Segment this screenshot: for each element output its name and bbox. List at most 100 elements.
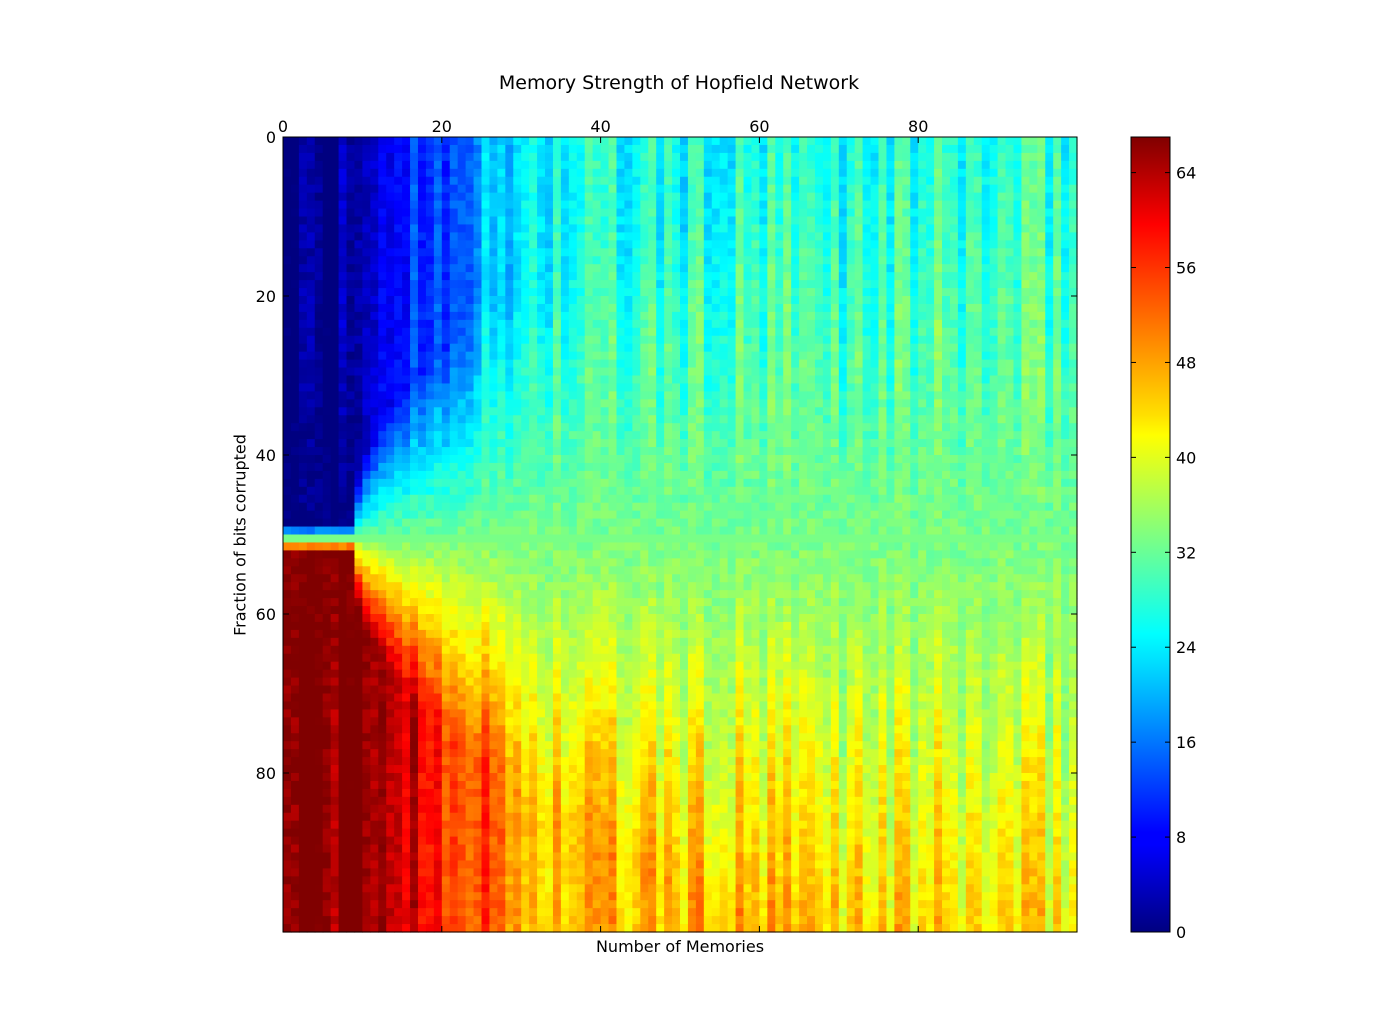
heatmap-cell xyxy=(998,320,1007,329)
heatmap-cell xyxy=(807,503,816,512)
heatmap-cell xyxy=(323,463,332,472)
heatmap-cell xyxy=(545,240,554,249)
heatmap-cell xyxy=(1061,368,1070,377)
heatmap-cell xyxy=(521,177,530,186)
heatmap-cell xyxy=(1006,137,1015,146)
heatmap-cell xyxy=(751,312,760,321)
heatmap-cell xyxy=(839,495,848,504)
heatmap-cell xyxy=(616,264,625,273)
heatmap-cell xyxy=(601,447,610,456)
heatmap-cell xyxy=(823,376,832,385)
heatmap-cell xyxy=(847,511,856,520)
heatmap-cell xyxy=(664,137,673,146)
heatmap-cell xyxy=(577,439,586,448)
heatmap-cell xyxy=(323,376,332,385)
heatmap-cell xyxy=(386,455,395,464)
heatmap-cell xyxy=(458,511,467,520)
heatmap-cell xyxy=(1045,423,1054,432)
heatmap-cell xyxy=(1053,177,1062,186)
heatmap-cell xyxy=(426,376,435,385)
heatmap-cell xyxy=(577,471,586,480)
heatmap-cell xyxy=(1021,272,1030,281)
heatmap-cell xyxy=(442,320,451,329)
heatmap-cell xyxy=(1037,161,1046,170)
heatmap-cell xyxy=(624,360,633,369)
heatmap-cell xyxy=(577,455,586,464)
heatmap-cell xyxy=(1037,479,1046,488)
heatmap-cell xyxy=(323,344,332,353)
heatmap-cell xyxy=(553,169,562,178)
heatmap-cell xyxy=(688,463,697,472)
heatmap-cell xyxy=(704,383,713,392)
heatmap-cell xyxy=(982,272,991,281)
heatmap-cell xyxy=(831,217,840,226)
heatmap-cell xyxy=(720,423,729,432)
heatmap-cell xyxy=(950,264,959,273)
heatmap-cell xyxy=(767,232,776,241)
heatmap-cell xyxy=(886,240,895,249)
heatmap-cell xyxy=(505,376,514,385)
heatmap-cell xyxy=(958,487,967,496)
heatmap-cell xyxy=(974,360,983,369)
heatmap-cell xyxy=(609,320,618,329)
heatmap-cell xyxy=(482,423,491,432)
heatmap-cell xyxy=(537,471,546,480)
heatmap-cell xyxy=(402,296,411,305)
heatmap-cell xyxy=(561,145,570,154)
heatmap-cell xyxy=(370,519,379,528)
heatmap-cell xyxy=(307,415,316,424)
heatmap-cell xyxy=(815,471,824,480)
heatmap-cell xyxy=(871,352,880,361)
heatmap-cell xyxy=(1053,161,1062,170)
heatmap-cell xyxy=(354,312,363,321)
heatmap-cell xyxy=(831,376,840,385)
heatmap-cell xyxy=(680,495,689,504)
heatmap-cell xyxy=(418,264,427,273)
heatmap-cell xyxy=(450,217,459,226)
heatmap-cell xyxy=(521,153,530,162)
heatmap-cell xyxy=(489,169,498,178)
heatmap-cell xyxy=(553,209,562,218)
heatmap-cell xyxy=(664,511,673,520)
heatmap-cell xyxy=(426,209,435,218)
heatmap-cell xyxy=(616,304,625,313)
heatmap-cell xyxy=(1053,503,1062,512)
heatmap-cell xyxy=(418,217,427,226)
heatmap-cell xyxy=(894,288,903,297)
heatmap-cell xyxy=(331,145,340,154)
heatmap-cell xyxy=(680,240,689,249)
heatmap-cell xyxy=(1069,169,1078,178)
heatmap-cell xyxy=(672,169,681,178)
heatmap-cell xyxy=(370,328,379,337)
heatmap-cell xyxy=(418,209,427,218)
heatmap-cell xyxy=(489,463,498,472)
heatmap-cell xyxy=(799,439,808,448)
heatmap-cell xyxy=(950,328,959,337)
heatmap-cell xyxy=(577,256,586,265)
heatmap-cell xyxy=(474,280,483,289)
heatmap-cell xyxy=(307,145,316,154)
heatmap-cell xyxy=(656,519,665,528)
heatmap-cell xyxy=(775,312,784,321)
heatmap-cell xyxy=(497,232,506,241)
heatmap-cell xyxy=(807,145,816,154)
heatmap-cell xyxy=(910,376,919,385)
heatmap-cell xyxy=(1029,511,1038,520)
heatmap-cell xyxy=(871,336,880,345)
heatmap-cell xyxy=(807,407,816,416)
heatmap-cell xyxy=(434,391,443,400)
heatmap-cell xyxy=(601,240,610,249)
heatmap-cell xyxy=(672,201,681,210)
heatmap-cell xyxy=(680,256,689,265)
heatmap-cell xyxy=(934,352,943,361)
heatmap-cell xyxy=(974,511,983,520)
heatmap-cell xyxy=(640,423,649,432)
heatmap-cell xyxy=(672,153,681,162)
heatmap-cell xyxy=(791,391,800,400)
heatmap-cell xyxy=(362,368,371,377)
heatmap-cell xyxy=(283,479,292,488)
heatmap-cell xyxy=(529,153,538,162)
heatmap-cell xyxy=(863,487,872,496)
heatmap-cell xyxy=(458,407,467,416)
heatmap-cell xyxy=(609,471,618,480)
